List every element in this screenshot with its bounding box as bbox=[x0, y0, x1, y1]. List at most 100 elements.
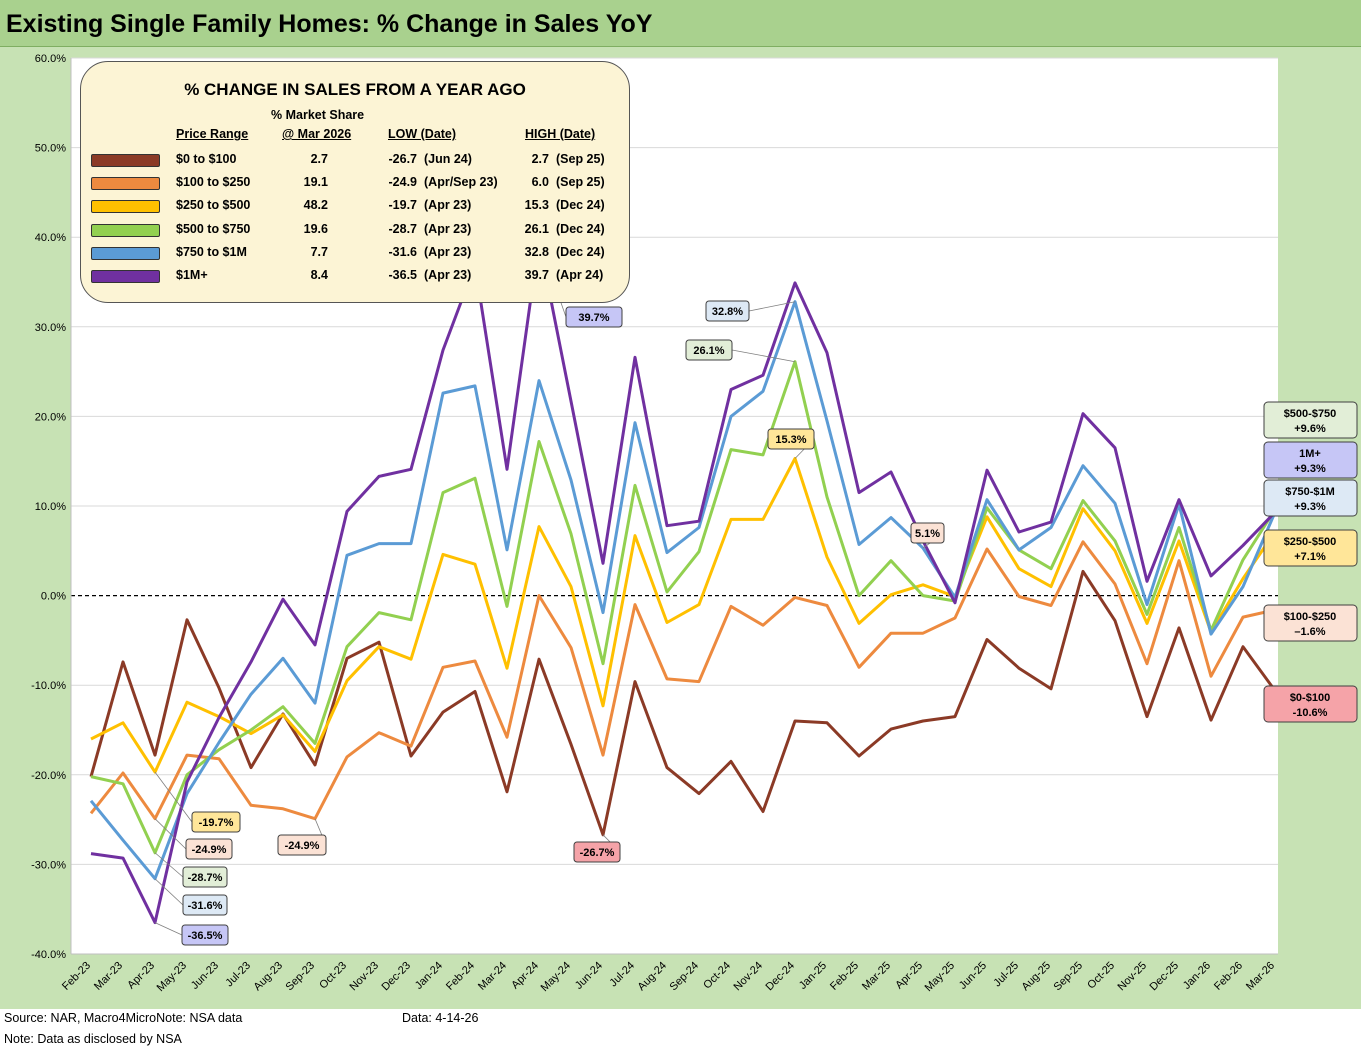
end-label-name: $100-$250 bbox=[1284, 611, 1337, 623]
legend-low-date: (Apr 23) bbox=[424, 198, 472, 213]
chart-title: Existing Single Family Homes: % Change i… bbox=[6, 10, 653, 38]
x-tick-label: Jan-26 bbox=[1181, 960, 1213, 992]
x-tick-label: Apr-23 bbox=[125, 960, 157, 992]
callout-box bbox=[705, 300, 750, 322]
y-tick-label: 30.0% bbox=[35, 322, 66, 334]
legend-col-share: @ Mar 2026 bbox=[282, 127, 352, 141]
x-tick-label: Sep-25 bbox=[1052, 960, 1086, 994]
legend-share: 48.2 bbox=[303, 198, 328, 213]
callout-box bbox=[910, 522, 945, 544]
x-tick-label: Mar-25 bbox=[860, 960, 893, 993]
legend-low: -36.5 bbox=[388, 268, 418, 282]
callout-leader bbox=[154, 852, 184, 878]
legend-high: 6.0 bbox=[531, 175, 549, 190]
legend-range: $250 to $500 bbox=[176, 198, 251, 213]
end-label-value: –1.6% bbox=[1294, 626, 1325, 638]
y-tick-label: 20.0% bbox=[35, 411, 66, 423]
legend-low: -26.7 bbox=[388, 152, 418, 166]
y-tick-label: -10.0% bbox=[31, 680, 66, 692]
x-tick-label: Apr-25 bbox=[893, 960, 925, 992]
callout-leader bbox=[731, 349, 796, 363]
y-tick-label: 40.0% bbox=[35, 232, 66, 244]
x-tick-label: Feb-25 bbox=[828, 960, 861, 993]
x-tick-label: Jul-25 bbox=[991, 960, 1021, 990]
callout-label: 15.3% bbox=[775, 434, 806, 446]
x-tick-label: Mar-24 bbox=[476, 960, 509, 993]
end-label-name: $500-$750 bbox=[1284, 408, 1337, 420]
y-tick-label: 10.0% bbox=[35, 501, 66, 513]
callout-box bbox=[565, 306, 623, 328]
y-tick-label: -20.0% bbox=[31, 770, 66, 782]
legend-box: % CHANGE IN SALES FROM A YEAR AGO % Mark… bbox=[80, 61, 630, 303]
end-label-name: $750-$1M bbox=[1285, 486, 1335, 498]
callout-box bbox=[181, 924, 229, 946]
end-label-value: +9.3% bbox=[1294, 501, 1326, 513]
callout-box bbox=[767, 428, 815, 450]
legend-high-date: (Sep 25) bbox=[556, 175, 605, 190]
x-tick-label: Jan-24 bbox=[413, 960, 445, 992]
end-label-value: -10.6% bbox=[1293, 707, 1328, 719]
legend-low-date: (Apr/Sep 23) bbox=[424, 175, 498, 190]
legend-low-date: (Apr 23) bbox=[424, 268, 472, 282]
legend-share: 8.4 bbox=[310, 268, 328, 282]
x-tick-label: Oct-24 bbox=[701, 960, 733, 992]
legend-swatch bbox=[91, 246, 160, 260]
callout-label: -19.7% bbox=[199, 817, 234, 829]
series-line bbox=[89, 540, 1276, 821]
legend-low-date: (Jun 24) bbox=[424, 152, 472, 166]
x-tick-label: Nov-25 bbox=[1116, 960, 1150, 994]
legend-share-header: % Market Share bbox=[271, 108, 365, 122]
legend-col-high: HIGH (Date) bbox=[525, 127, 596, 141]
end-label-box bbox=[1263, 685, 1358, 723]
x-tick-label: Aug-24 bbox=[636, 960, 670, 994]
x-tick-label: Dec-24 bbox=[764, 960, 798, 994]
end-label-name: 1M+ bbox=[1299, 448, 1321, 460]
x-tick-label: Oct-23 bbox=[317, 960, 349, 992]
x-tick-label: Oct-25 bbox=[1085, 960, 1117, 992]
end-label-name: $250-$500 bbox=[1284, 536, 1337, 548]
legend-swatch bbox=[91, 223, 160, 237]
callout-box bbox=[573, 841, 621, 863]
callout-label: -36.5% bbox=[188, 930, 223, 942]
x-tick-label: May-24 bbox=[539, 960, 573, 994]
x-tick-label: Dec-25 bbox=[1148, 960, 1182, 994]
end-label-value: +9.6% bbox=[1294, 423, 1326, 435]
callout-label: 32.8% bbox=[712, 306, 743, 318]
legend-range: $750 to $1M bbox=[176, 244, 247, 259]
title-bar: Existing Single Family Homes: % Change i… bbox=[0, 0, 1361, 47]
series-line bbox=[89, 300, 1277, 881]
end-label-value: +9.3% bbox=[1294, 463, 1326, 475]
legend-high: 2.7 bbox=[531, 152, 549, 166]
legend-high-date: (Apr 24) bbox=[556, 268, 604, 282]
legend-low-date: (Apr 23) bbox=[424, 221, 472, 236]
legend-high: 26.1 bbox=[524, 221, 549, 236]
end-label-box bbox=[1263, 401, 1358, 439]
legend-range: $100 to $250 bbox=[176, 175, 251, 190]
series-line bbox=[90, 457, 1277, 774]
callout-label: -31.6% bbox=[188, 900, 223, 912]
x-tick-label: Nov-24 bbox=[732, 960, 766, 994]
callout-leader bbox=[154, 878, 184, 906]
end-label-name: $0-$100 bbox=[1290, 692, 1330, 704]
callout-box bbox=[182, 866, 228, 888]
legend-swatch bbox=[91, 154, 160, 167]
series-line bbox=[90, 238, 1277, 925]
y-tick-label: 0.0% bbox=[41, 591, 66, 603]
legend-low: -19.7 bbox=[388, 198, 418, 213]
legend-col-price: Price Range bbox=[176, 127, 249, 141]
callout-leader bbox=[154, 771, 193, 823]
callout-box bbox=[182, 894, 228, 916]
legend-share: 19.1 bbox=[303, 175, 328, 190]
callout-leader bbox=[154, 818, 187, 850]
legend-range: $0 to $100 bbox=[176, 152, 237, 166]
callout-box bbox=[685, 339, 733, 361]
legend-share: 2.7 bbox=[310, 152, 328, 166]
x-tick-label: Jul-23 bbox=[223, 960, 253, 990]
callout-leader bbox=[748, 301, 796, 312]
legend-swatch bbox=[91, 270, 160, 283]
x-tick-label: Jan-25 bbox=[797, 960, 829, 992]
legend-high-date: (Sep 25) bbox=[556, 152, 605, 166]
legend-title: % CHANGE IN SALES FROM A YEAR AGO bbox=[184, 80, 526, 99]
footer-note: Note: Data as disclosed by NSA bbox=[4, 1032, 182, 1046]
